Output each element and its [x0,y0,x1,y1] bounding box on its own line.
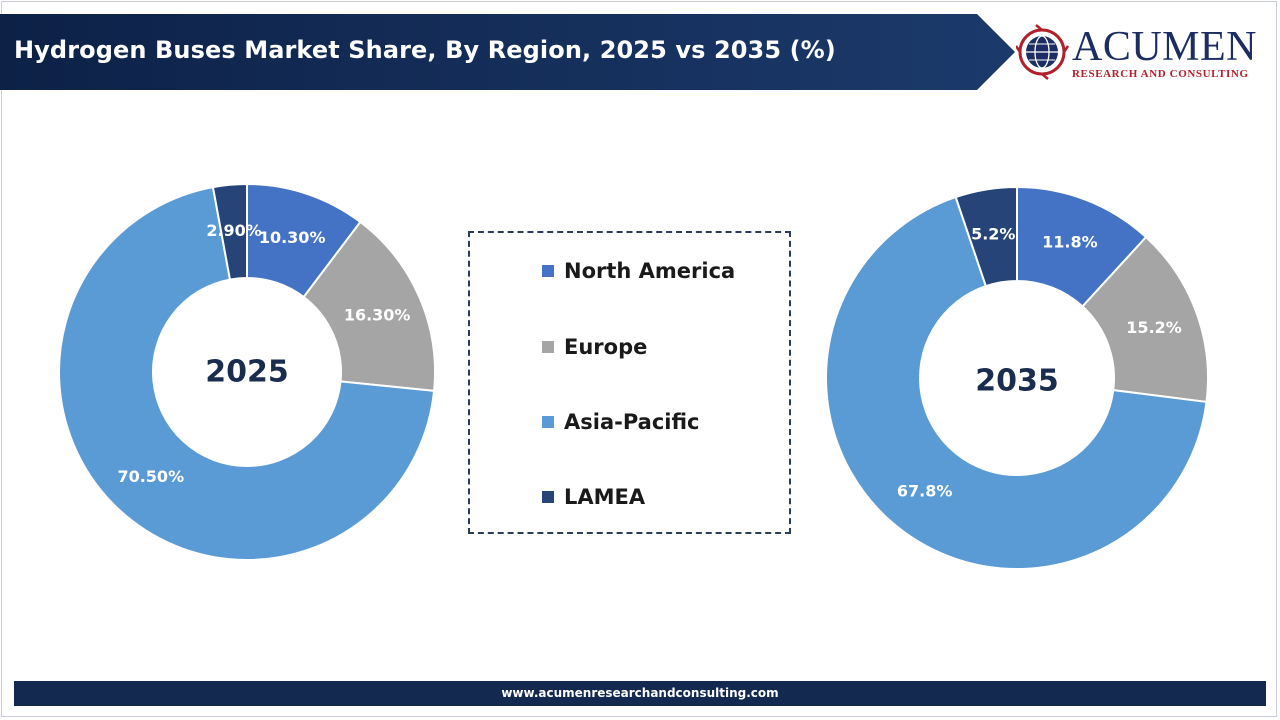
center-label-2025: 2025 [205,355,289,390]
legend-label-lamea: LAMEA [564,485,646,509]
slice-2035-lamea [954,185,1018,288]
slice-2035-asia-pacific [825,195,1208,570]
data-label-2025-lamea: 2.90% [206,221,262,240]
legend-swatch-lamea [542,491,554,503]
data-label-2035-asia-pacific: 67.8% [897,482,953,501]
footer-bar: www.acumenresearchandconsulting.com [14,681,1266,706]
legend-swatch-europe [542,341,554,353]
slice-2025-asia-pacific [58,185,436,561]
legend-swatch-asia-pacific [542,416,554,428]
slice-2025-lamea [211,182,248,281]
data-label-2025-north-america: 10.30% [259,228,326,247]
footer-url: www.acumenresearchandconsulting.com [501,686,779,700]
data-label-2025-europe: 16.30% [344,306,411,325]
logo-wordmark: ACUMEN [1072,24,1258,70]
legend-label-asia-pacific: Asia-Pacific [564,410,700,434]
globe-logo-icon [1014,24,1070,80]
center-label-2035: 2035 [975,364,1059,399]
title-banner [0,14,1015,90]
legend-label-europe: Europe [564,335,648,359]
legend-label-north-america: North America [564,259,736,283]
data-label-2025-asia-pacific: 70.50% [117,467,184,486]
data-label-2035-north-america: 11.8% [1042,232,1098,251]
logo-tagline: RESEARCH AND CONSULTING [1072,68,1249,80]
legend-swatch-north-america [542,265,554,277]
slice-2025-europe [302,220,436,392]
data-label-2035-europe: 15.2% [1126,318,1182,337]
legend: North America Europe Asia-Pacific LAMEA [468,231,791,534]
acumen-logo: ACUMEN RESEARCH AND CONSULTING [1014,22,1262,82]
chart-title: Hydrogen Buses Market Share, By Region, … [14,36,836,64]
data-label-2035-lamea: 5.2% [971,224,1015,243]
